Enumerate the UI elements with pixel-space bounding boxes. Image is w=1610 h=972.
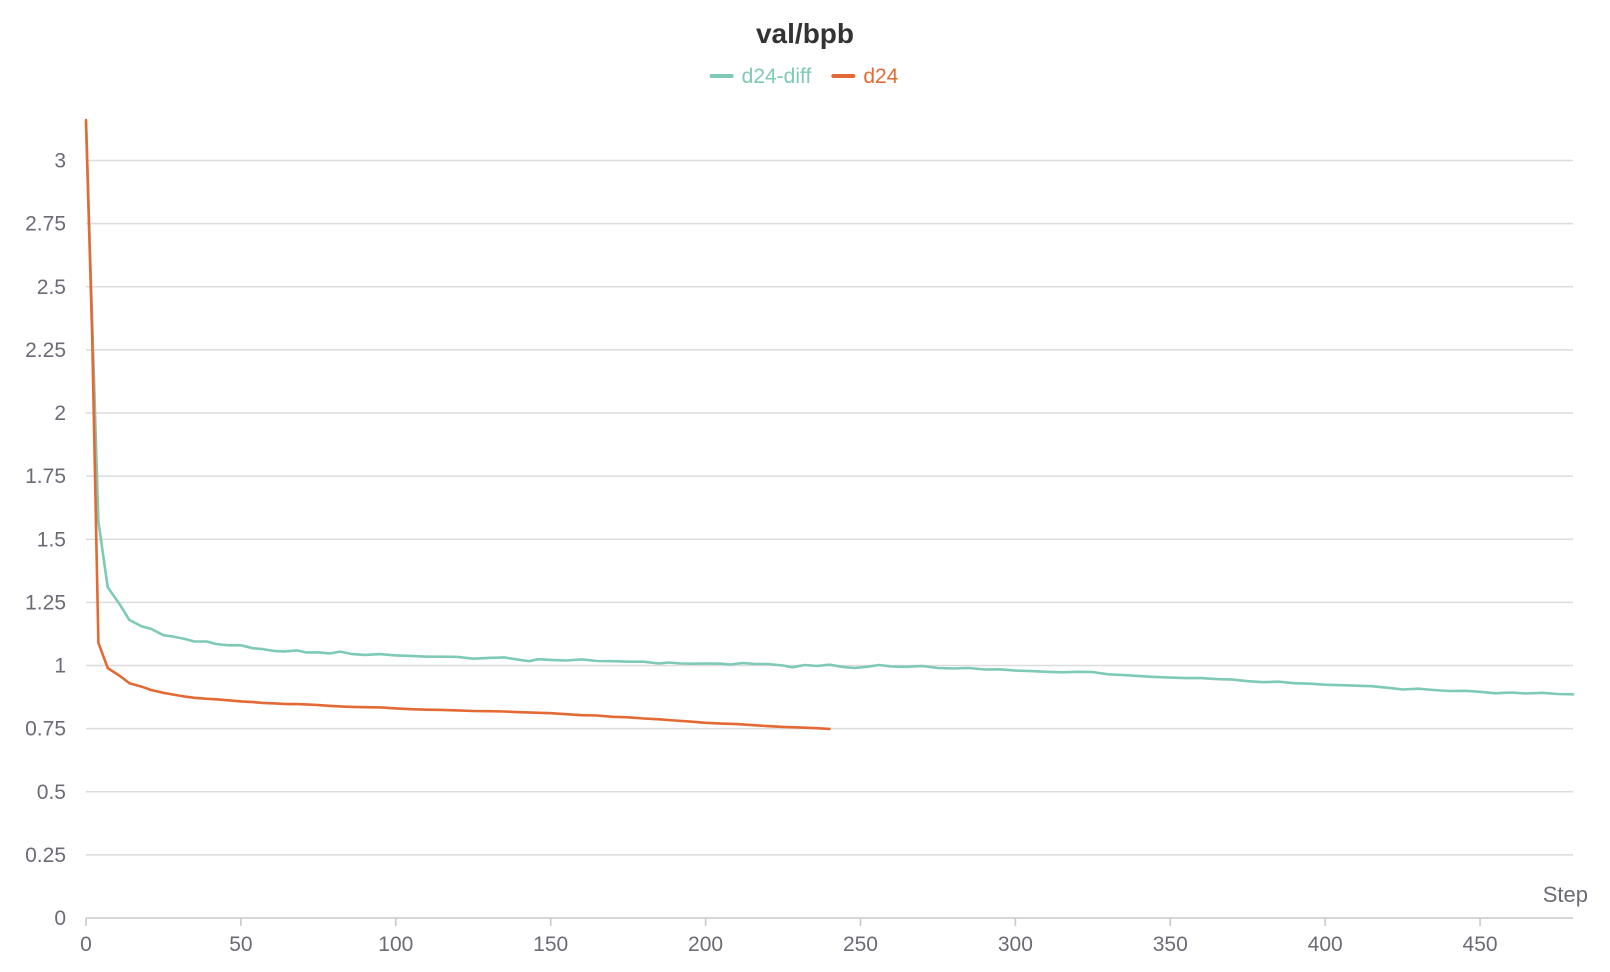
y-tick-label: 0 [54, 907, 66, 930]
y-tick-label: 2.75 [25, 213, 66, 236]
x-tick-label: 200 [688, 933, 723, 956]
y-tick-label: 1.25 [25, 591, 66, 614]
y-tick-label: 1 [54, 655, 66, 678]
legend-label: d24 [863, 65, 898, 88]
x-axis-ticks: 0 50 100 150 200 250 300 350 400 450 [80, 918, 1498, 956]
legend: d24-diff d24 [709, 65, 899, 88]
y-tick-label: 0.75 [25, 718, 66, 741]
x-tick-label: 250 [843, 933, 878, 956]
series-line-d24 [84, 118, 831, 731]
x-tick-label: 50 [229, 933, 252, 956]
y-tick-label: 0.5 [37, 781, 66, 804]
series-lines [84, 118, 1575, 731]
x-axis-label: Step [1543, 882, 1588, 907]
y-tick-label: 0.25 [25, 844, 66, 867]
x-tick-label: 450 [1463, 933, 1498, 956]
series-line-d24-diff [84, 121, 1575, 696]
y-tick-label: 2.5 [37, 276, 66, 299]
y-tick-label: 1.75 [25, 465, 66, 488]
x-tick-label: 350 [1153, 933, 1188, 956]
y-axis-ticks: 0 0.25 0.5 0.75 1 1.25 1.5 1.75 2 2.25 2.5 2.75 3 [25, 150, 66, 931]
y-tick-label: 1.5 [37, 528, 66, 551]
legend-label: d24-diff [742, 65, 812, 88]
y-tick-label: 2.25 [25, 339, 66, 362]
x-tick-label: 100 [378, 933, 413, 956]
grid-lines [86, 159, 1573, 856]
x-tick-label: 0 [80, 933, 92, 956]
x-tick-label: 400 [1308, 933, 1343, 956]
chart-title: val/bpb [756, 18, 854, 49]
x-tick-label: 150 [533, 933, 568, 956]
x-tick-label: 300 [998, 933, 1033, 956]
y-tick-label: 3 [54, 150, 66, 173]
y-tick-label: 2 [54, 402, 66, 425]
